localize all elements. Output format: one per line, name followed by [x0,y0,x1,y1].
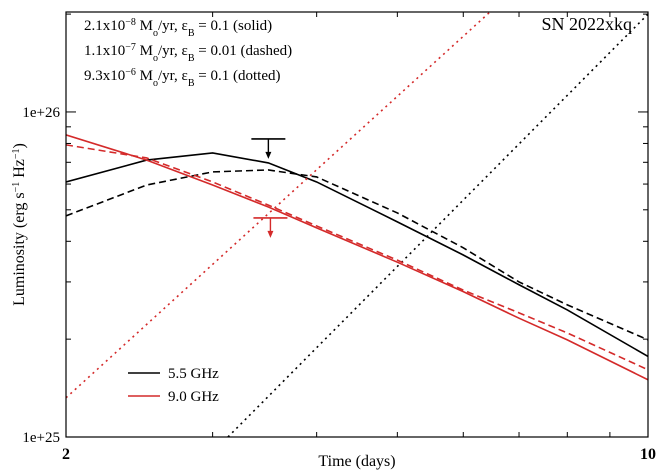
annotation: 2.1x10−8 Mo/yr, εB = 0.1 (solid) [84,17,272,39]
series-line [66,144,648,371]
superscript: −6 [125,67,136,78]
text-span: /yr, ε [158,68,188,84]
series-line [227,13,648,437]
upper-limit [253,217,288,238]
upper-limit-head [267,230,274,238]
annotation: 1.1x10−7 Mo/yr, εB = 0.01 (dashed) [84,42,292,64]
subscript: B [188,53,195,64]
text-span: Hz [11,159,28,182]
series-line [66,169,648,341]
superscript: −1 [11,182,22,193]
legend-label: 9.0 GHz [168,389,219,405]
x-tick-label: 10 [640,446,656,463]
y-tick-label: 1e+26 [22,105,60,121]
x-axis-label: Time (days) [318,453,395,470]
subscript: o [153,53,158,64]
superscript: −7 [125,42,136,53]
chart-title: SN 2022xkq [541,14,632,34]
series-line [66,152,648,358]
text-span: M [136,68,153,84]
series-line [66,134,648,381]
text-span: 1.1x10 [84,43,125,59]
subscript: o [153,78,158,89]
text-span: M [136,43,153,59]
legend-label: 5.5 GHz [168,366,219,382]
upper-limit-head [265,151,272,159]
superscript: −8 [125,17,136,28]
upper-limit [251,138,286,159]
subscript: o [153,28,158,39]
text-span: /yr, ε [158,43,188,59]
subscript: B [188,78,195,89]
annotation: 9.3x10−6 Mo/yr, εB = 0.1 (dotted) [84,67,280,89]
plot-area [66,12,648,437]
text-span: = 0.1 (dotted) [195,68,281,84]
text-span: = 0.01 (dashed) [195,43,293,59]
superscript: −1 [11,148,22,159]
x-tick-label: 2 [62,446,70,463]
y-tick-label: 1e+25 [22,430,60,446]
text-span: Luminosity (erg s [11,192,28,305]
y-axis-label: Luminosity (erg s−1 Hz−1) [11,143,29,306]
text-span: = 0.1 (solid) [195,18,273,34]
text-span: 9.3x10 [84,68,125,84]
text-span: ) [11,143,28,148]
frame [65,11,649,438]
text-span: 2.1x10 [84,18,125,34]
subscript: B [188,28,195,39]
text-span: M [136,18,153,34]
text-span: /yr, ε [158,18,188,34]
